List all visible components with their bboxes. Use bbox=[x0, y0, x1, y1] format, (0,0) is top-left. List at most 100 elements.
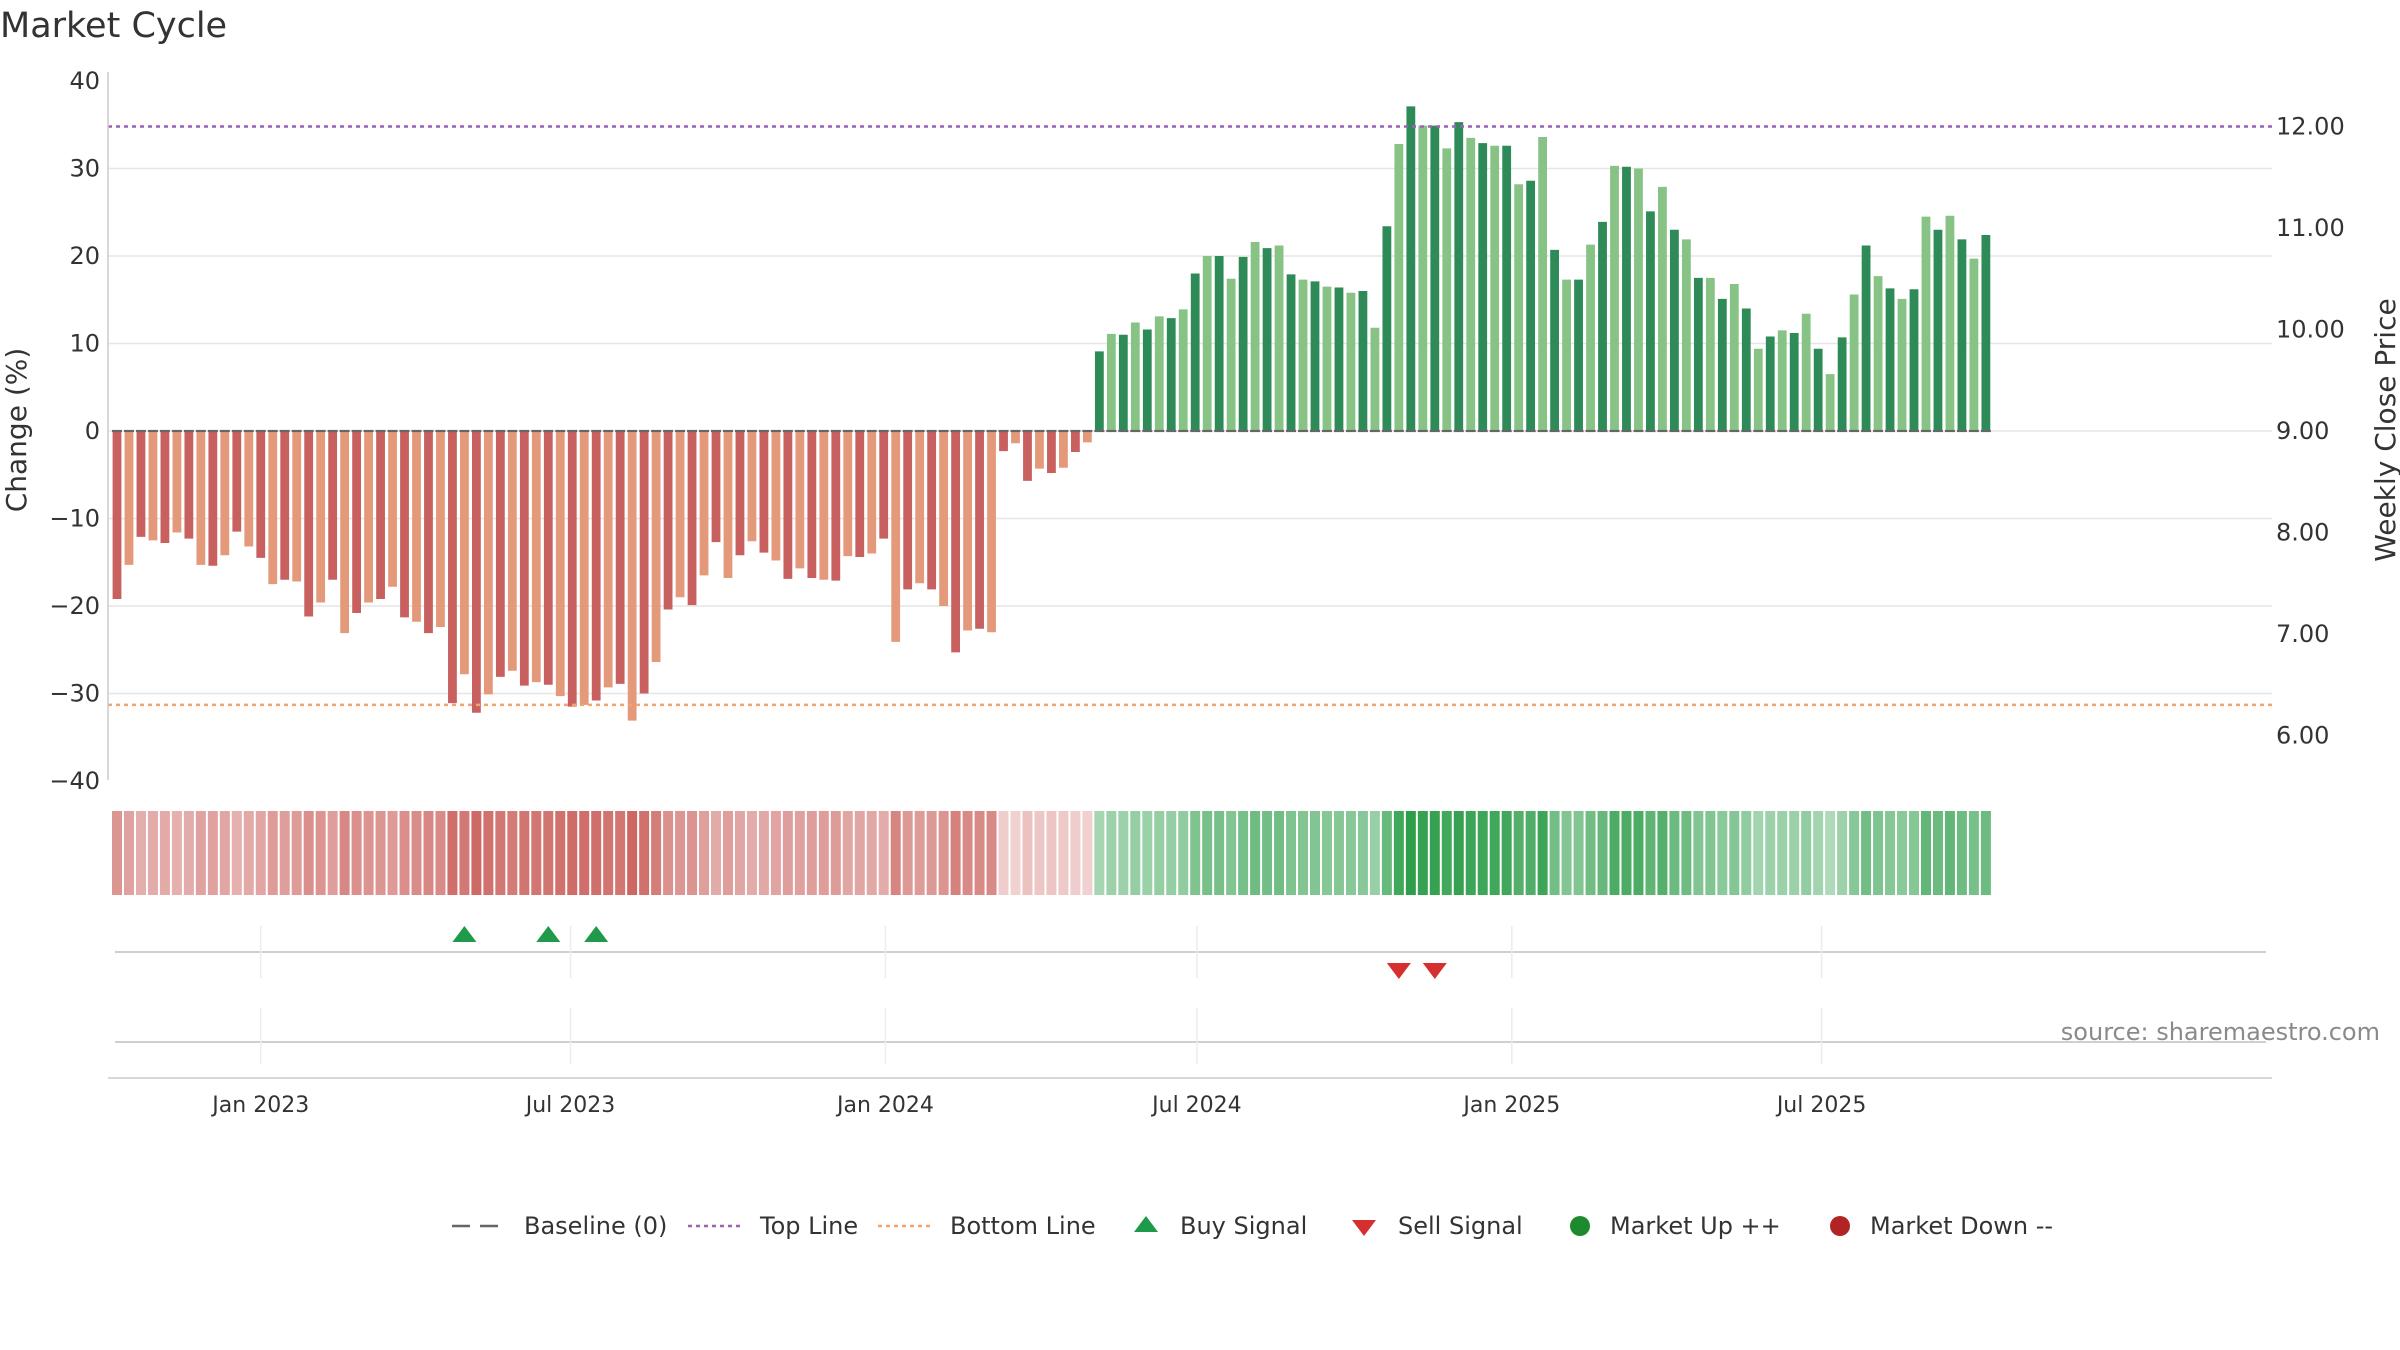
heat-cell bbox=[591, 811, 602, 895]
bar bbox=[939, 431, 949, 606]
date-tick-label: Jul 2023 bbox=[524, 1093, 616, 1118]
bar bbox=[1693, 277, 1703, 431]
heat-cell bbox=[1525, 811, 1536, 895]
left-axis-title: Change (%) bbox=[0, 348, 33, 513]
bar bbox=[1322, 286, 1332, 431]
bar bbox=[999, 431, 1008, 452]
heat-cell bbox=[1453, 811, 1464, 895]
heat-cell bbox=[878, 811, 889, 895]
legend: Baseline (0) Top Line Bottom Line Buy Signa… bbox=[452, 1212, 2053, 1240]
heat-cell bbox=[1310, 811, 1320, 895]
heat-cell bbox=[1058, 811, 1069, 895]
bar bbox=[148, 431, 158, 541]
heat-cell bbox=[387, 811, 398, 895]
bar bbox=[184, 431, 194, 539]
heat-cell bbox=[794, 811, 805, 895]
heat-cell bbox=[1597, 811, 1608, 895]
heat-cell bbox=[651, 811, 662, 895]
left-tick-label: 10 bbox=[69, 330, 100, 358]
bar bbox=[304, 431, 314, 617]
bar bbox=[1430, 125, 1440, 431]
heat-cell bbox=[1909, 811, 1919, 895]
bar bbox=[1478, 143, 1488, 431]
left-tick-label: 20 bbox=[69, 242, 100, 270]
heat-cell bbox=[1932, 811, 1943, 895]
heat-cell bbox=[1693, 811, 1704, 895]
heat-cell bbox=[986, 811, 997, 895]
bar bbox=[1562, 279, 1571, 431]
heat-cell bbox=[1226, 811, 1237, 895]
heat-cell bbox=[974, 811, 985, 895]
bar bbox=[651, 431, 661, 662]
heat-cell bbox=[1813, 811, 1824, 895]
bar bbox=[1118, 334, 1128, 431]
heat-cell bbox=[339, 811, 350, 895]
bar bbox=[1035, 431, 1044, 469]
heat-strip bbox=[112, 811, 1991, 895]
bar bbox=[663, 431, 673, 610]
heat-cell bbox=[123, 811, 134, 895]
left-tick-label: −40 bbox=[49, 767, 100, 795]
heat-cell bbox=[1549, 811, 1560, 895]
heat-cell bbox=[291, 811, 302, 895]
heat-cell bbox=[699, 811, 710, 895]
bar bbox=[364, 431, 373, 603]
heat-cell bbox=[615, 811, 626, 895]
bar bbox=[256, 431, 266, 558]
bar bbox=[1059, 431, 1068, 468]
heat-cell bbox=[1633, 811, 1644, 895]
bar bbox=[1813, 348, 1823, 431]
bar bbox=[436, 431, 445, 627]
bar bbox=[1574, 279, 1583, 431]
heat-cell bbox=[1274, 811, 1285, 895]
bar bbox=[1885, 288, 1895, 431]
bar bbox=[879, 431, 889, 539]
axes: 40 30 20 10 0 −10 −20 −30 −40 12.00 11.00 10.00 9.00… bbox=[0, 67, 2400, 795]
heat-cell bbox=[1729, 811, 1740, 895]
bar bbox=[1837, 337, 1847, 431]
left-tick-label: −20 bbox=[49, 592, 100, 620]
bar bbox=[412, 431, 421, 622]
heat-cell bbox=[639, 811, 650, 895]
source-label: source: sharemaestro.com bbox=[2061, 1018, 2380, 1046]
heat-cell bbox=[135, 811, 146, 895]
legend-label: Buy Signal bbox=[1180, 1212, 1307, 1240]
buy-signal-marker bbox=[452, 926, 477, 942]
heat-cell bbox=[315, 811, 326, 895]
heat-cell bbox=[1777, 811, 1788, 895]
heat-cell bbox=[459, 811, 470, 895]
heat-cell bbox=[1753, 811, 1764, 895]
bar bbox=[1346, 292, 1356, 431]
heat-cell bbox=[519, 811, 530, 895]
heat-cell bbox=[495, 811, 506, 895]
bar bbox=[1526, 180, 1536, 431]
bar bbox=[915, 431, 925, 584]
bar bbox=[388, 431, 397, 587]
heat-cell bbox=[1286, 811, 1297, 895]
bar bbox=[1286, 274, 1296, 431]
heat-cell bbox=[1369, 811, 1380, 895]
bar bbox=[759, 431, 769, 553]
bar bbox=[867, 431, 877, 554]
bar bbox=[891, 431, 901, 642]
left-tick-label: 30 bbox=[69, 155, 100, 183]
bar bbox=[531, 431, 541, 683]
heat-cell bbox=[758, 811, 769, 895]
heat-cell bbox=[1082, 811, 1093, 895]
bar bbox=[1622, 166, 1631, 431]
heat-cell bbox=[1441, 811, 1452, 895]
buy-signal-marker bbox=[536, 926, 561, 942]
heat-cell bbox=[1717, 811, 1728, 895]
legend-item-sell: Sell Signal bbox=[1352, 1212, 1523, 1240]
bar bbox=[951, 431, 960, 653]
heat-cell bbox=[1357, 811, 1368, 895]
heat-cell bbox=[1741, 811, 1752, 895]
bar bbox=[807, 431, 817, 578]
heat-cell bbox=[543, 811, 554, 895]
bar bbox=[1023, 431, 1032, 481]
legend-item-top: Top Line bbox=[688, 1212, 858, 1240]
heat-cell bbox=[1178, 811, 1189, 895]
bar bbox=[160, 431, 170, 543]
bar bbox=[1897, 298, 1907, 431]
